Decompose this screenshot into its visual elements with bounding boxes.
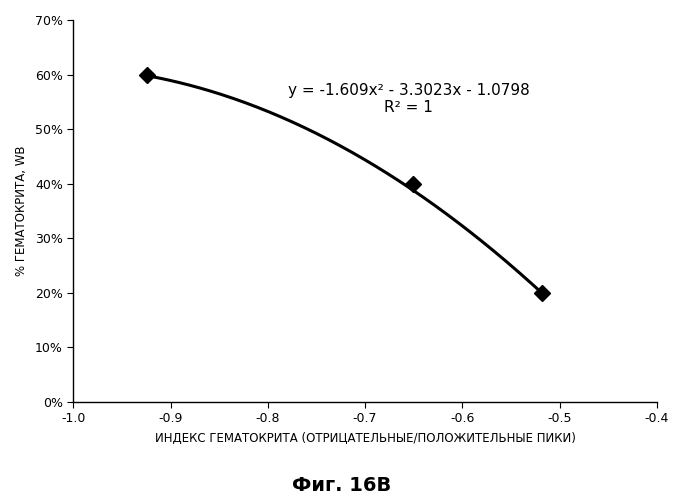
- Text: y = -1.609x² - 3.3023x - 1.0798
R² = 1: y = -1.609x² - 3.3023x - 1.0798 R² = 1: [288, 82, 529, 115]
- X-axis label: ИНДЕКС ГЕМАТОКРИТА (ОТРИЦАТЕЛЬНЫЕ/ПОЛОЖИТЕЛЬНЫЕ ПИКИ): ИНДЕКС ГЕМАТОКРИТА (ОТРИЦАТЕЛЬНЫЕ/ПОЛОЖИ…: [155, 432, 575, 445]
- Text: Фиг. 16B: Фиг. 16B: [292, 476, 392, 495]
- Y-axis label: % ГЕМАТОКРИТА, WB: % ГЕМАТОКРИТА, WB: [15, 146, 28, 276]
